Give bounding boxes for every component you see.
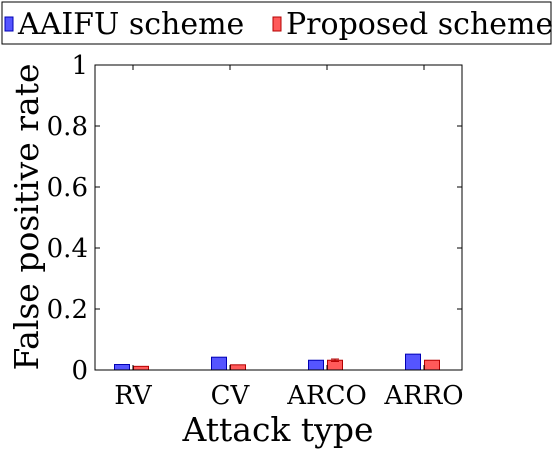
- legend-items: AAIFU scheme Proposed scheme: [4, 7, 553, 42]
- y-tick-label: 0.2: [47, 295, 88, 325]
- y-tick-label: 0.6: [47, 173, 88, 203]
- bar-proposed-arro: [424, 359, 440, 371]
- x-tick-label: RV: [114, 381, 153, 411]
- legend: AAIFU scheme Proposed scheme: [1, 1, 553, 45]
- bars-layer: [114, 353, 440, 371]
- legend-label-proposed: Proposed scheme: [286, 7, 553, 42]
- ticks-layer: 0 0.2 0.4 0.6 0.8 1 RV CV ARCO ARRO: [47, 51, 464, 411]
- x-axis-label: Attack type: [182, 410, 374, 449]
- y-tick-label: 1: [71, 51, 88, 81]
- legend-swatch-aaifu: [4, 16, 14, 32]
- x-tick-label: CV: [211, 381, 251, 411]
- plot-frame: [94, 64, 463, 371]
- y-tick-label: 0.4: [47, 234, 88, 264]
- bar-aaifu-cv: [211, 356, 227, 371]
- x-tick-label: ARRO: [383, 381, 463, 411]
- y-tick-label: 0.8: [47, 112, 88, 142]
- legend-label-aaifu: AAIFU scheme: [17, 7, 244, 42]
- y-tick-label: 0: [71, 356, 88, 386]
- bar-proposed-cv: [230, 364, 246, 371]
- bar-aaifu-rv: [114, 364, 130, 371]
- bar-proposed-rv: [133, 365, 149, 371]
- x-tick-label: ARCO: [286, 381, 367, 411]
- y-axis-label: False positive rate: [7, 63, 46, 370]
- legend-swatch-proposed: [272, 16, 282, 32]
- bar-aaifu-arro: [405, 353, 421, 371]
- bar-aaifu-arco: [308, 359, 324, 371]
